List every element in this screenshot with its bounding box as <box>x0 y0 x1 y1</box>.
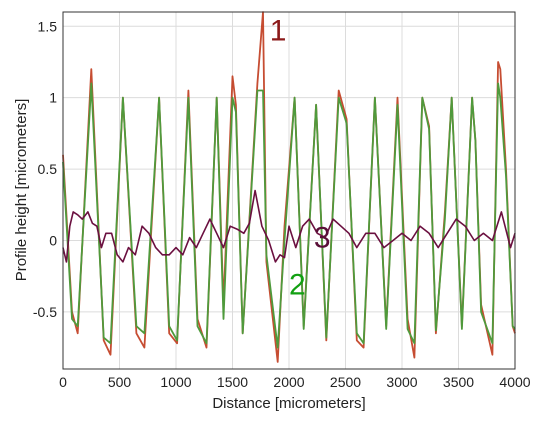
x-tick-label: 2000 <box>273 374 304 390</box>
y-tick-label: 1.5 <box>38 18 58 34</box>
plot-frame <box>62 11 516 370</box>
curve-label-2: 2 <box>289 269 306 302</box>
series-layer <box>62 11 516 363</box>
x-tick-label: 2500 <box>330 374 361 390</box>
y-axis-label: Profile height [micrometers] <box>13 99 30 282</box>
x-axis-label: Distance [micrometers] <box>212 395 365 412</box>
y-tick-label: 1 <box>49 90 57 106</box>
y-tick-label: 0 <box>49 232 57 248</box>
curve-label-3: 3 <box>314 222 331 255</box>
curve-labels: 1 23 <box>270 15 331 302</box>
x-tick-label: 1500 <box>217 374 248 390</box>
x-tick-label: 3500 <box>443 374 474 390</box>
y-tick-labels: -0.5 0 0.5 1 1.5 <box>33 18 57 320</box>
x-tick-label: 1000 <box>160 374 191 390</box>
series-line-3 <box>62 189 516 263</box>
curve-label-1: 1 <box>270 15 287 48</box>
x-tick-labels: 0 500 1000 1500 2000 2500 3000 3500 4000 <box>59 374 531 390</box>
x-tick-label: 3000 <box>386 374 417 390</box>
x-tick-label: 4000 <box>499 374 530 390</box>
x-tick-label: 500 <box>108 374 132 390</box>
y-tick-label: 0.5 <box>38 161 58 177</box>
x-tick-label: 0 <box>59 374 67 390</box>
y-tick-label: -0.5 <box>33 304 57 320</box>
series-line-2 <box>62 82 516 349</box>
